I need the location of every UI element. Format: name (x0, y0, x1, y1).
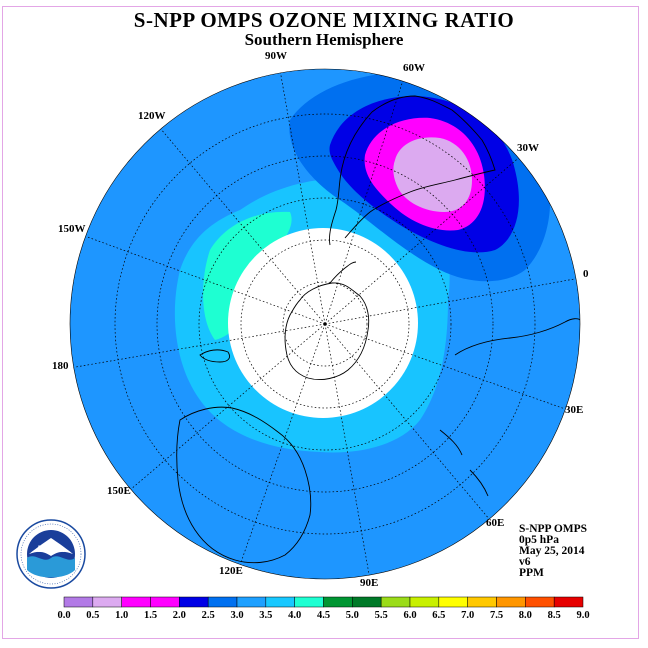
colorbar-tick-label: 9.0 (576, 610, 589, 621)
colorbar-swatch (496, 596, 526, 608)
lon-label-60w: 60W (403, 62, 425, 74)
colorbar-swatch (63, 596, 94, 608)
lon-label-150w: 150W (58, 223, 86, 235)
colorbar-swatch (553, 596, 584, 608)
south-america-coast (329, 95, 496, 246)
colorbar-tick-label: 1.5 (144, 610, 157, 621)
colorbar-swatch (179, 596, 209, 608)
colorbar-swatch (438, 596, 468, 608)
colorbar-tick-label: 8.0 (519, 610, 532, 621)
lon-label-120e: 120E (219, 565, 243, 577)
new-zealand-coast (199, 349, 231, 363)
colorbar-tick-label: 2.5 (202, 610, 215, 621)
polar-night-region (228, 228, 418, 418)
colorbar-tick-label: 1.0 (115, 610, 128, 621)
colorbar-swatch (380, 596, 411, 608)
colorbar-tick-label: 4.5 (317, 610, 330, 621)
noaa-logo: NOAA (16, 519, 86, 589)
colorbar-swatch (323, 596, 353, 608)
colorbar-swatch (207, 596, 238, 608)
colorbar-tick-label: 3.0 (230, 610, 243, 621)
colorbar-tick-label: 4.0 (288, 610, 301, 621)
lon-label-150e: 150E (107, 485, 131, 497)
colorbar-tick-label: 5.0 (346, 610, 359, 621)
colorbar-tick-label: 2.0 (173, 610, 186, 621)
colorbar-swatch (92, 596, 122, 608)
colorbar-tick-label: 3.5 (259, 610, 272, 621)
colorbar-tick-label: 7.0 (461, 610, 474, 621)
colorbar-tick-label: 7.5 (490, 610, 503, 621)
map-outline (69, 68, 581, 580)
colorbar-tick-label: 8.5 (548, 610, 561, 621)
plot-frame (2, 6, 639, 639)
australia-coast (176, 406, 312, 564)
graticule (70, 69, 580, 579)
info-level: 0p5 hPa (519, 534, 559, 546)
colorbar-swatch (150, 596, 180, 608)
info-block: S-NPP OMPS 0p5 hPa May 25, 2014 v6 PPM (519, 523, 588, 579)
lon-label-60e: 60E (486, 517, 505, 529)
info-version: v6 (519, 556, 531, 568)
colorbar-tick-label: 6.0 (403, 610, 416, 621)
info-date: May 25, 2014 (519, 545, 585, 557)
lon-label-90e: 90E (360, 577, 379, 589)
map-subtitle: Southern Hemisphere (244, 30, 404, 49)
lon-label-120w: 120W (138, 110, 166, 122)
africa-coast (454, 318, 580, 356)
colorbar-tick-label: 0.5 (86, 610, 99, 621)
colorbar-swatch (409, 596, 440, 608)
map-title: S-NPP OMPS OZONE MIXING RATIO (133, 8, 515, 32)
colorbar-swatch (121, 596, 151, 608)
colorbar-swatch (352, 596, 382, 608)
colorbar-swatch (525, 596, 555, 608)
lon-label-90w: 90W (265, 50, 287, 62)
colorbar-swatch (467, 596, 497, 608)
info-instrument: S-NPP OMPS (519, 523, 588, 535)
field-region-0-5 (393, 137, 472, 212)
info-units: PPM (519, 567, 544, 579)
colorbar-tick-label: 5.5 (375, 610, 388, 621)
colorbar-tick-label: 6.5 (432, 610, 445, 621)
antarctica-coast (284, 261, 370, 381)
lon-label-180: 180 (52, 360, 69, 372)
lon-label-0: 0 (583, 268, 589, 280)
indonesia-coast (439, 429, 489, 497)
coastlines (176, 95, 580, 564)
colorbar-swatch (265, 596, 295, 608)
colorbar-swatch (236, 596, 267, 608)
south-pole-marker (323, 322, 327, 326)
lon-label-30w: 30W (517, 142, 539, 154)
colorbar-tick-label: 0.0 (57, 610, 70, 621)
lon-label-30e: 30E (565, 404, 584, 416)
noaa-logo-text: NOAA (38, 544, 65, 554)
colorbar-swatch (294, 596, 324, 608)
